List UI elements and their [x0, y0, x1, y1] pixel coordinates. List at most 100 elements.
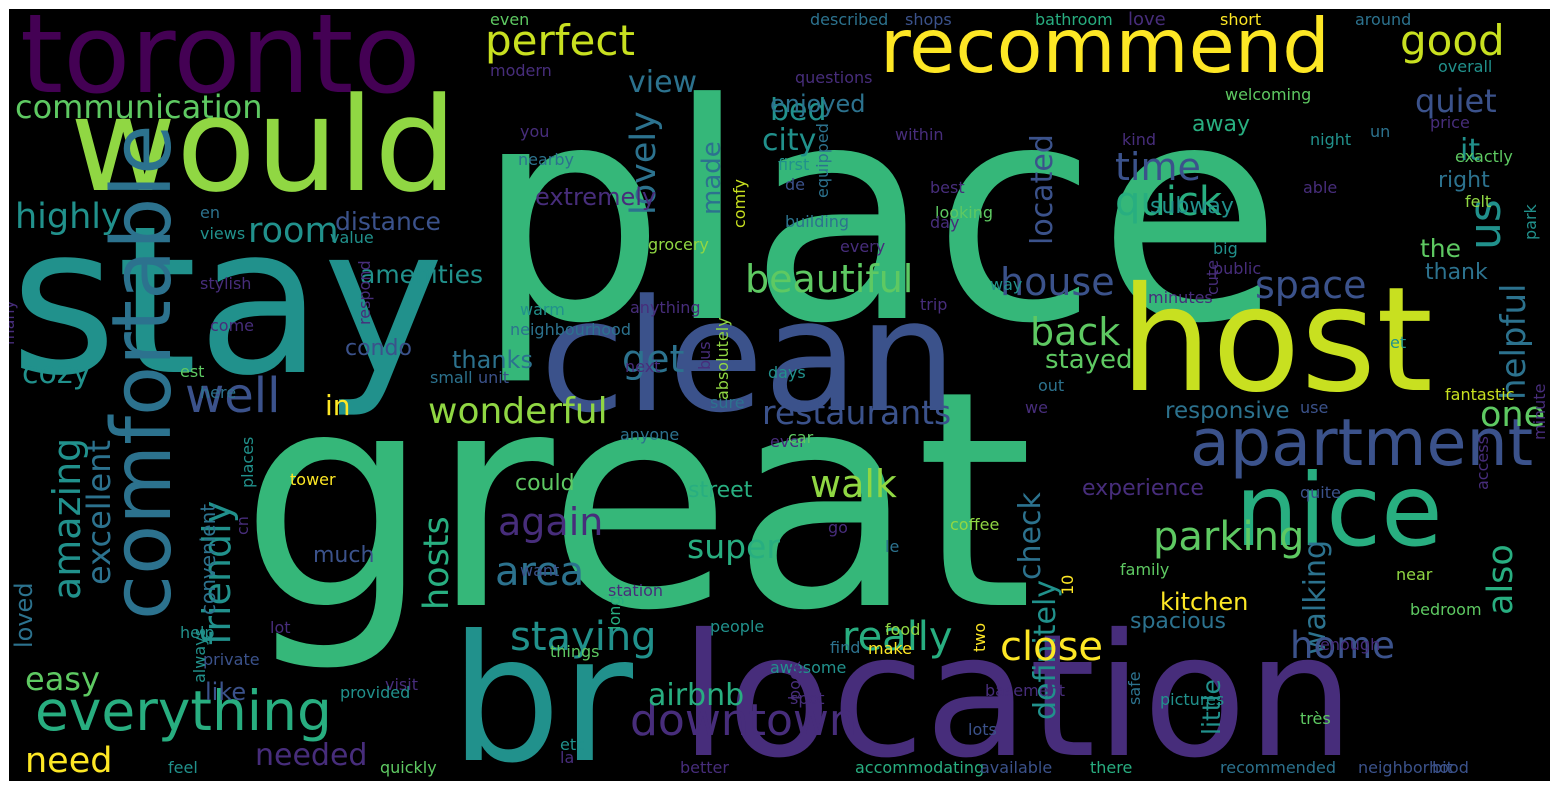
- word-equipped: equipped: [813, 123, 832, 198]
- word-near: near: [1396, 565, 1433, 584]
- word-accommodating: accommodating: [855, 758, 984, 777]
- word-made: made: [697, 141, 727, 215]
- word-coffee: coffee: [950, 515, 999, 534]
- word-time: time: [1115, 145, 1201, 189]
- word-quickly: quickly: [380, 758, 437, 777]
- word-building: building: [785, 212, 849, 231]
- word-again: again: [498, 500, 603, 544]
- word-check: check: [1013, 492, 1048, 580]
- word-many: many: [9, 300, 18, 345]
- word-exactly: exactly: [1455, 147, 1513, 166]
- word-thank: thank: [1425, 260, 1488, 285]
- word-room: room: [248, 211, 339, 251]
- word-space: space: [1255, 263, 1366, 307]
- word-station: station: [608, 581, 663, 600]
- word-br: br: [450, 599, 633, 781]
- word-private: private: [203, 650, 260, 669]
- word-city: city: [762, 123, 816, 158]
- word-highly: highly: [15, 197, 122, 237]
- word-location: location: [680, 598, 1355, 781]
- word-park: park: [1521, 203, 1540, 240]
- word-want: want: [520, 561, 559, 580]
- word-neighbourhood: neighbourhood: [510, 320, 631, 339]
- word-there: there: [1090, 758, 1132, 777]
- word-apartment: apartment: [1190, 406, 1533, 481]
- word-bed: bed: [770, 93, 827, 128]
- word-described: described: [810, 10, 888, 29]
- word-wonderful: wonderful: [428, 391, 608, 432]
- word-comfortable: comfortable: [95, 124, 190, 620]
- word-food: food: [885, 620, 920, 639]
- word-views: views: [200, 224, 245, 243]
- word-us: us: [1460, 199, 1511, 250]
- word-cozy: cozy: [22, 356, 90, 391]
- word-better: better: [680, 758, 729, 777]
- word-recommended: recommended: [1220, 758, 1336, 777]
- word-absolutely: absolutely: [713, 317, 732, 400]
- word-felt: felt: [1465, 192, 1491, 211]
- word-place: place: [475, 40, 1282, 389]
- word-good: good: [1400, 16, 1505, 65]
- word-communication: communication: [15, 88, 262, 126]
- word-you: you: [520, 122, 549, 141]
- word-little: little: [1197, 679, 1226, 735]
- word-subway: subway: [1150, 194, 1234, 219]
- word-bathroom: bathroom: [1035, 10, 1113, 29]
- word-friendly: friendly: [195, 501, 239, 645]
- word-overall: overall: [1438, 57, 1492, 76]
- word-around: around: [1355, 10, 1411, 29]
- word-way: way: [990, 275, 1022, 294]
- word-10: 10: [1058, 575, 1077, 595]
- word-walk: walk: [810, 462, 897, 506]
- word-lots: lots: [968, 720, 997, 739]
- word-things: things: [550, 642, 600, 661]
- word-lovely: lovely: [624, 111, 664, 215]
- word-get: get: [622, 337, 684, 381]
- word-la: la: [560, 748, 574, 767]
- word-visit: visit: [385, 675, 418, 694]
- word-perfect: perfect: [485, 16, 635, 65]
- word-minutes: minutes: [1148, 288, 1213, 307]
- word-every: every: [840, 237, 885, 256]
- word-street: street: [688, 478, 753, 503]
- word-awesome: awesome: [770, 658, 846, 677]
- word-help: help: [180, 623, 215, 642]
- word-beautiful: beautiful: [745, 257, 913, 301]
- word-neighborhood: neighborhood: [1358, 758, 1469, 777]
- word-close: close: [1000, 624, 1103, 670]
- word-places: places: [238, 437, 257, 488]
- word-view: view: [628, 65, 697, 100]
- word-the: the: [1420, 234, 1461, 263]
- word-great: great: [240, 327, 1033, 676]
- word-shops: shops: [905, 10, 952, 29]
- word-fantastic: fantastic: [1445, 385, 1515, 404]
- word-it: it: [1460, 133, 1480, 168]
- word-tr-s: très: [1300, 709, 1331, 728]
- word-safe: safe: [1125, 671, 1144, 705]
- word-also: also: [1481, 544, 1521, 615]
- word-people: people: [710, 617, 764, 636]
- word-day: day: [930, 213, 959, 232]
- word-warm: warm: [520, 300, 565, 319]
- word-bit: bit: [1432, 758, 1453, 777]
- word-bedroom: bedroom: [1410, 600, 1482, 619]
- word-located: located: [1025, 134, 1060, 245]
- word-go: go: [828, 518, 848, 537]
- word-away: away: [1192, 112, 1250, 137]
- word-looking: looking: [935, 203, 993, 222]
- word-use: use: [1300, 398, 1328, 417]
- word-downtown: downtown: [630, 695, 857, 746]
- word-enough: enough: [1320, 635, 1380, 654]
- word-access: access: [1473, 436, 1492, 490]
- word-in: in: [325, 389, 351, 422]
- word-modern: modern: [490, 61, 552, 80]
- word-staying: staying: [510, 614, 657, 660]
- word-basement: basement: [985, 681, 1065, 700]
- word-price: price: [1430, 113, 1470, 132]
- word-questions: questions: [795, 68, 872, 87]
- word-even: even: [490, 10, 529, 29]
- word-nearby: nearby: [518, 150, 574, 169]
- word-et: et: [1390, 333, 1406, 352]
- word-super: super: [687, 527, 780, 566]
- word-book: book: [785, 660, 804, 700]
